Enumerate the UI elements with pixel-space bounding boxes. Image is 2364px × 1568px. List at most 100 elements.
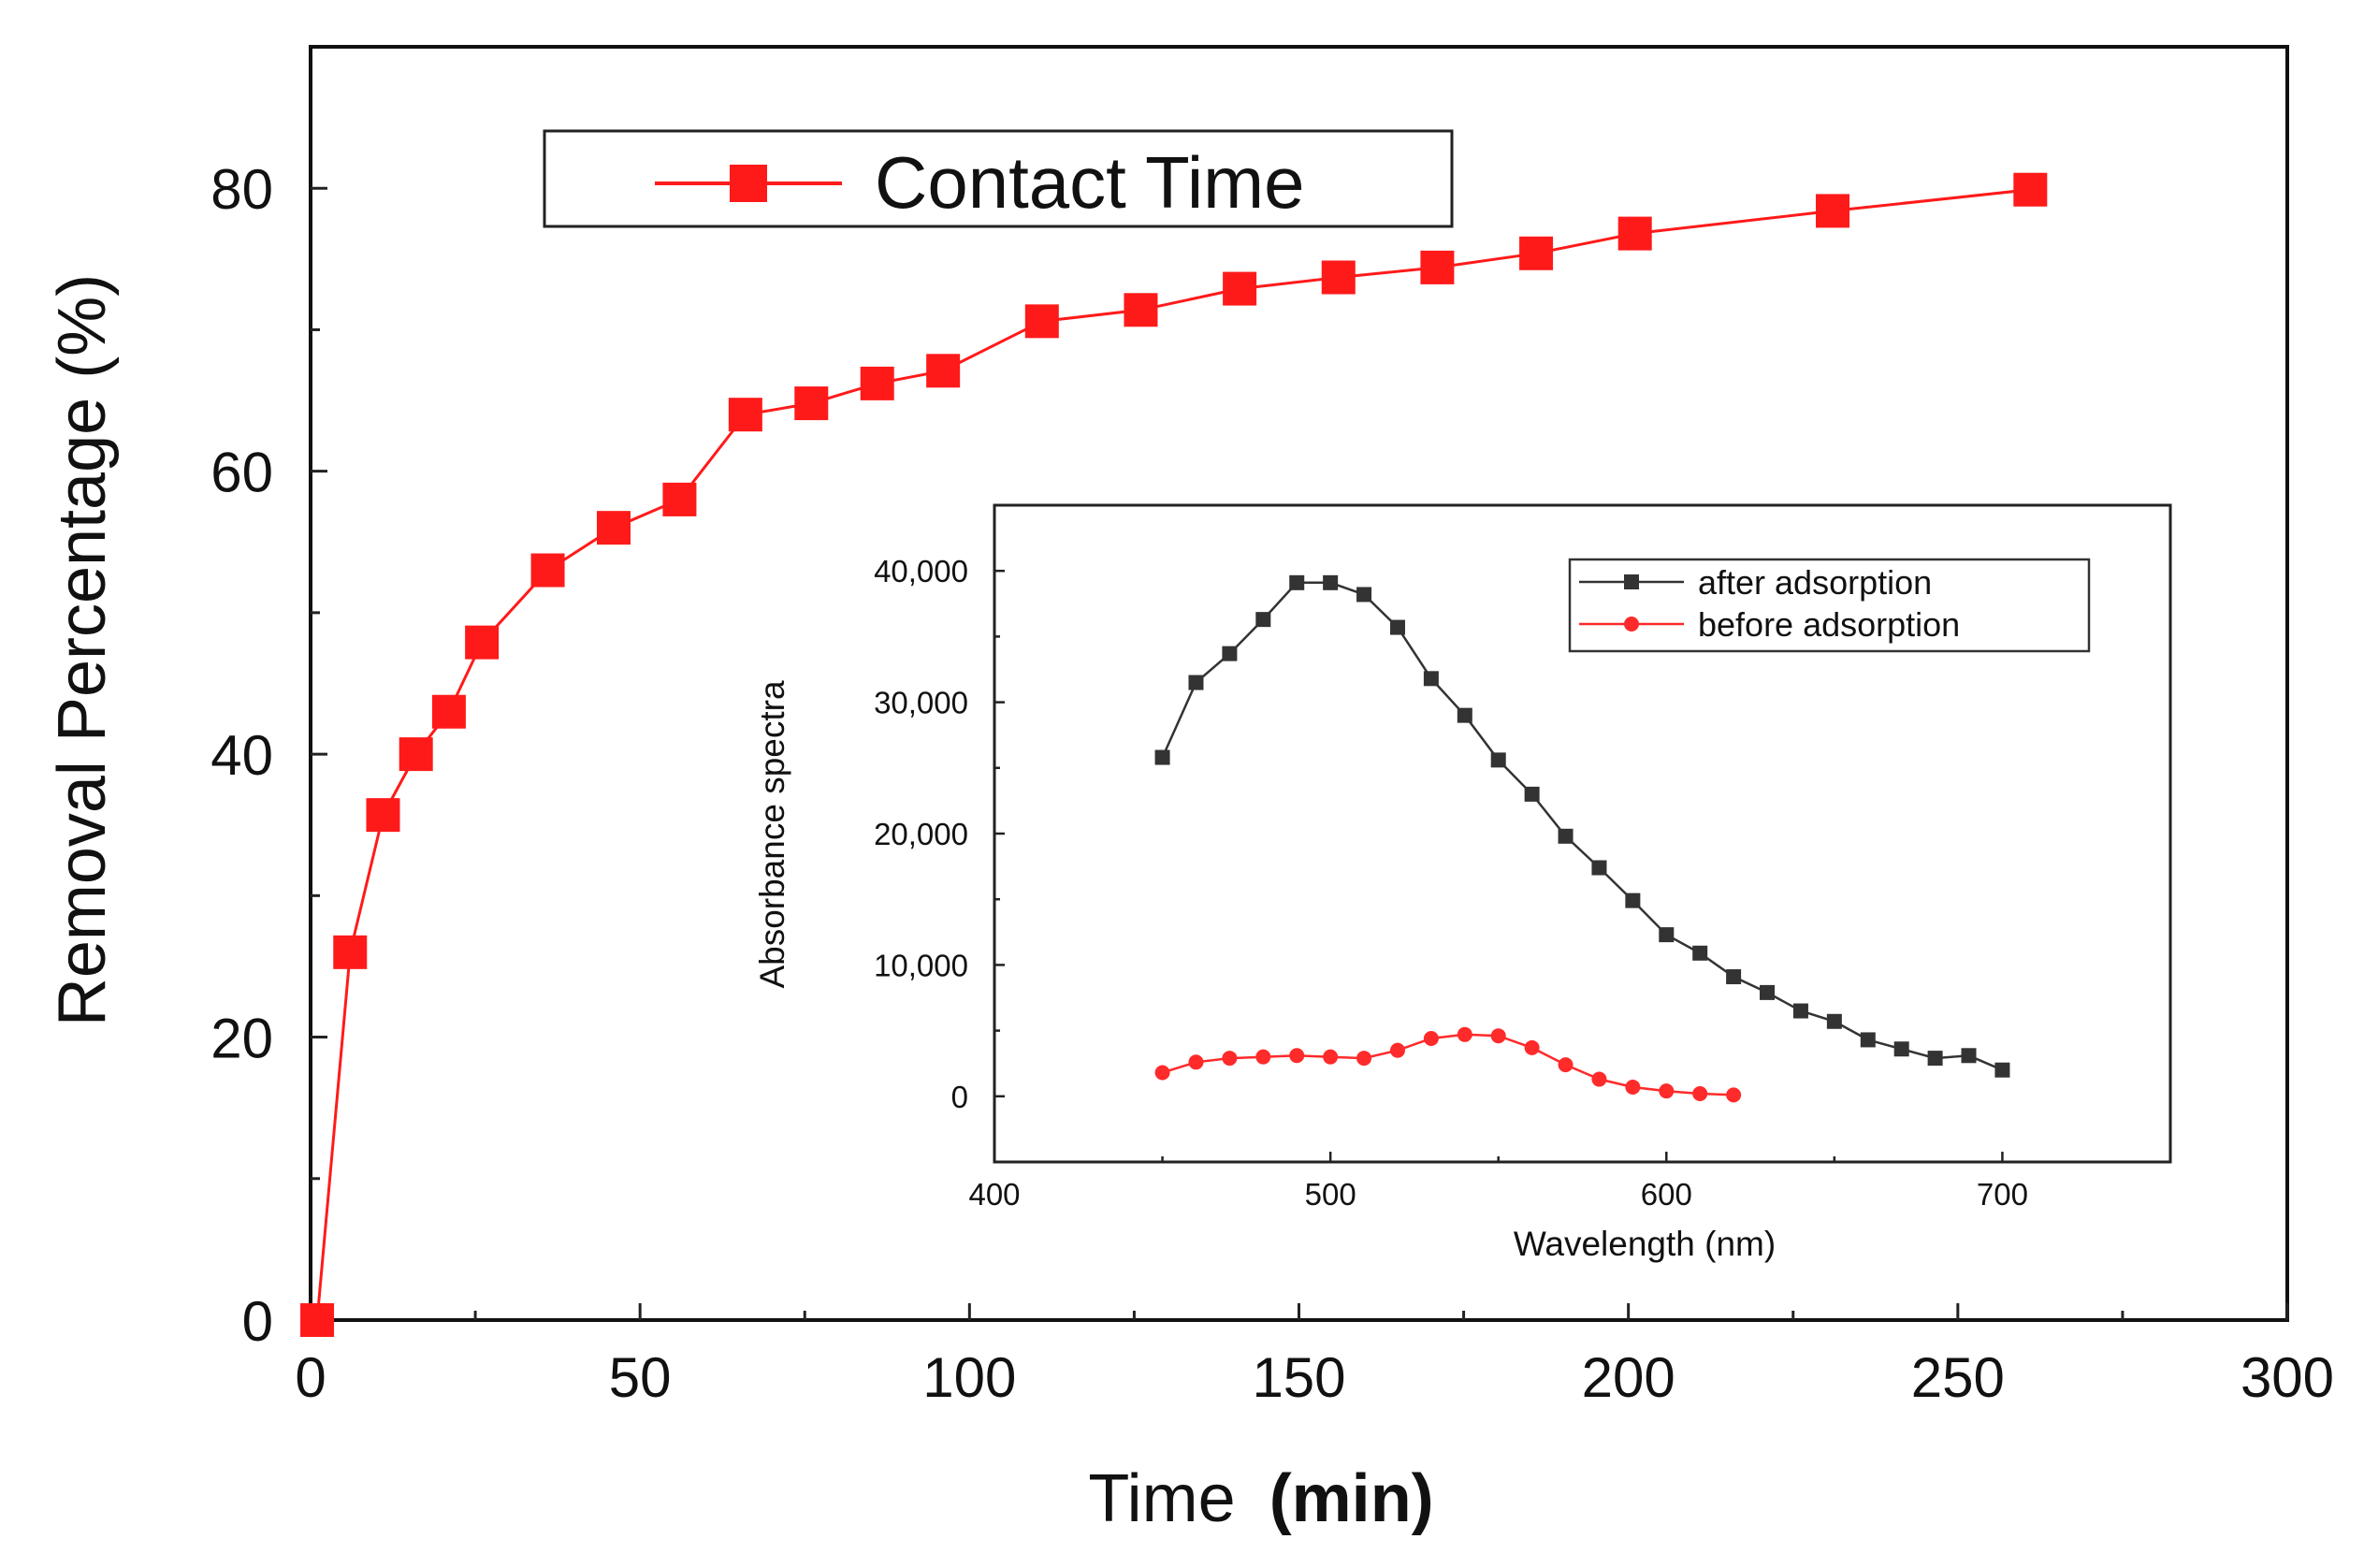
inset-data-point (1792, 1003, 1808, 1019)
main-series-line-0 (315, 188, 2031, 1321)
main-x-tick-label: 250 (1911, 1346, 2005, 1409)
inset-data-point (1826, 1013, 1842, 1029)
inset-data-point (1659, 927, 1675, 943)
inset-x-tick-label: 500 (1305, 1177, 1356, 1212)
inset-data-point (1524, 1039, 1540, 1055)
main-data-point (530, 553, 565, 588)
main-legend-frame (543, 129, 1454, 228)
main-y-tick-label: 40 (210, 724, 273, 787)
inset-data-point (1222, 1051, 1238, 1067)
inset-data-point (1323, 574, 1339, 590)
inset-data-point (1423, 1031, 1439, 1047)
inset-data-point (1389, 619, 1405, 635)
main-legend-label: Contact Time (875, 141, 1305, 224)
inset-data-point (1490, 1028, 1506, 1044)
main-series (300, 172, 2048, 1337)
inset-data-point (1457, 1026, 1472, 1042)
main-data-point (465, 625, 500, 660)
inset-data-point (1490, 752, 1506, 768)
inset-data-point (1222, 646, 1238, 661)
inset-data-point (1692, 1085, 1708, 1101)
inset-data-point (1255, 1049, 1271, 1065)
inset-data-point (1760, 984, 1776, 1000)
main-x-tick-label: 0 (295, 1346, 326, 1409)
main-data-point (366, 798, 400, 833)
main-x-tick-label: 100 (922, 1346, 1016, 1409)
inset-data-point (1994, 1062, 2010, 1078)
inset-y-axis-label: Absorbance spectra (753, 680, 791, 989)
inset-chart: 400 500 600 700 0 10,000 20,000 30,000 40,000 Ab… (753, 503, 2172, 1263)
inset-legend-label-before: before adsorption (1698, 605, 1960, 644)
inset-data-point (1356, 1051, 1372, 1067)
main-data-point (333, 935, 368, 969)
inset-ticks (993, 569, 2004, 1162)
inset-data-point (1726, 969, 1742, 985)
main-x-axis-label-text: Time (1088, 1461, 1235, 1536)
inset-data-point (1558, 828, 1574, 844)
inset-x-tick-label: 700 (1977, 1177, 2028, 1212)
inset-legend-frame (1568, 558, 2091, 653)
inset-data-point (1188, 1054, 1204, 1070)
inset-x-axis-label: Wavelength (nm) (1514, 1225, 1776, 1263)
main-data-point (2013, 172, 2048, 207)
inset-legend-marker-before (1624, 617, 1639, 632)
main-data-point (1124, 293, 1158, 327)
inset-data-point (1457, 707, 1472, 723)
main-data-point (1617, 216, 1652, 251)
main-data-point (1519, 236, 1554, 270)
main-data-point (860, 366, 894, 400)
main-data-point (662, 482, 697, 516)
main-chart: 0 50 100 150 200 250 300 0 20 40 60 80 Removal Perc… (45, 45, 2334, 1536)
main-ticks (309, 186, 2289, 1322)
inset-data-point (1692, 945, 1708, 961)
main-x-tick-label: 200 (1582, 1346, 1675, 1409)
inset-data-point (1558, 1057, 1574, 1073)
inset-data-point (1860, 1032, 1876, 1048)
main-data-point (1223, 271, 1257, 306)
main-data-point (399, 737, 433, 772)
inset-y-tick-label: 10,000 (874, 948, 968, 982)
main-x-axis-label: Time (min) (1088, 1461, 1433, 1536)
inset-tick-labels: 400 500 600 700 0 10,000 20,000 30,000 40,000 (874, 554, 2028, 1212)
inset-data-point (1893, 1041, 1909, 1057)
main-legend: Contact Time (543, 129, 1454, 228)
main-data-point (1816, 194, 1850, 228)
main-legend-marker (730, 165, 767, 202)
inset-data-point (1154, 1065, 1170, 1081)
inset-legend-marker-after (1624, 574, 1639, 589)
inset-data-point (1591, 860, 1607, 876)
main-data-point (926, 354, 961, 388)
main-y-tick-label: 60 (210, 442, 273, 504)
main-data-point (431, 694, 466, 729)
inset-x-tick-label: 400 (968, 1177, 1020, 1212)
main-x-axis-label-unit: (min) (1269, 1461, 1434, 1536)
main-y-tick-label: 20 (210, 1008, 273, 1070)
inset-data-point (1389, 1042, 1405, 1058)
main-x-tick-label: 300 (2241, 1346, 2334, 1409)
main-y-tick-label: 80 (210, 158, 273, 221)
main-data-point (794, 386, 829, 421)
inset-y-tick-label: 0 (951, 1080, 968, 1114)
inset-data-point (1591, 1071, 1607, 1087)
inset-data-point (1961, 1048, 1977, 1064)
inset-data-point (1323, 1049, 1339, 1065)
main-data-point (1420, 250, 1455, 284)
inset-y-tick-label: 20,000 (874, 817, 968, 851)
inset-legend: after adsorption before adsorption (1568, 558, 2091, 653)
inset-data-point (1289, 1048, 1305, 1064)
inset-data-point (1625, 893, 1641, 908)
inset-data-point (1188, 675, 1204, 690)
main-x-tick-label: 50 (609, 1346, 672, 1409)
inset-data-point (1154, 749, 1170, 765)
main-y-axis-label: Removal Percentage (%) (45, 274, 120, 1026)
main-tick-labels: 0 50 100 150 200 250 300 0 20 40 60 80 (210, 158, 2334, 1409)
main-data-point (596, 511, 631, 545)
inset-data-point (1255, 612, 1271, 628)
main-data-point (300, 1303, 335, 1337)
inset-y-tick-label: 30,000 (874, 686, 968, 720)
inset-legend-label-after: after adsorption (1698, 563, 1932, 602)
main-x-tick-label: 150 (1252, 1346, 1345, 1409)
main-data-point (1024, 304, 1059, 339)
inset-data-point (1659, 1083, 1675, 1099)
